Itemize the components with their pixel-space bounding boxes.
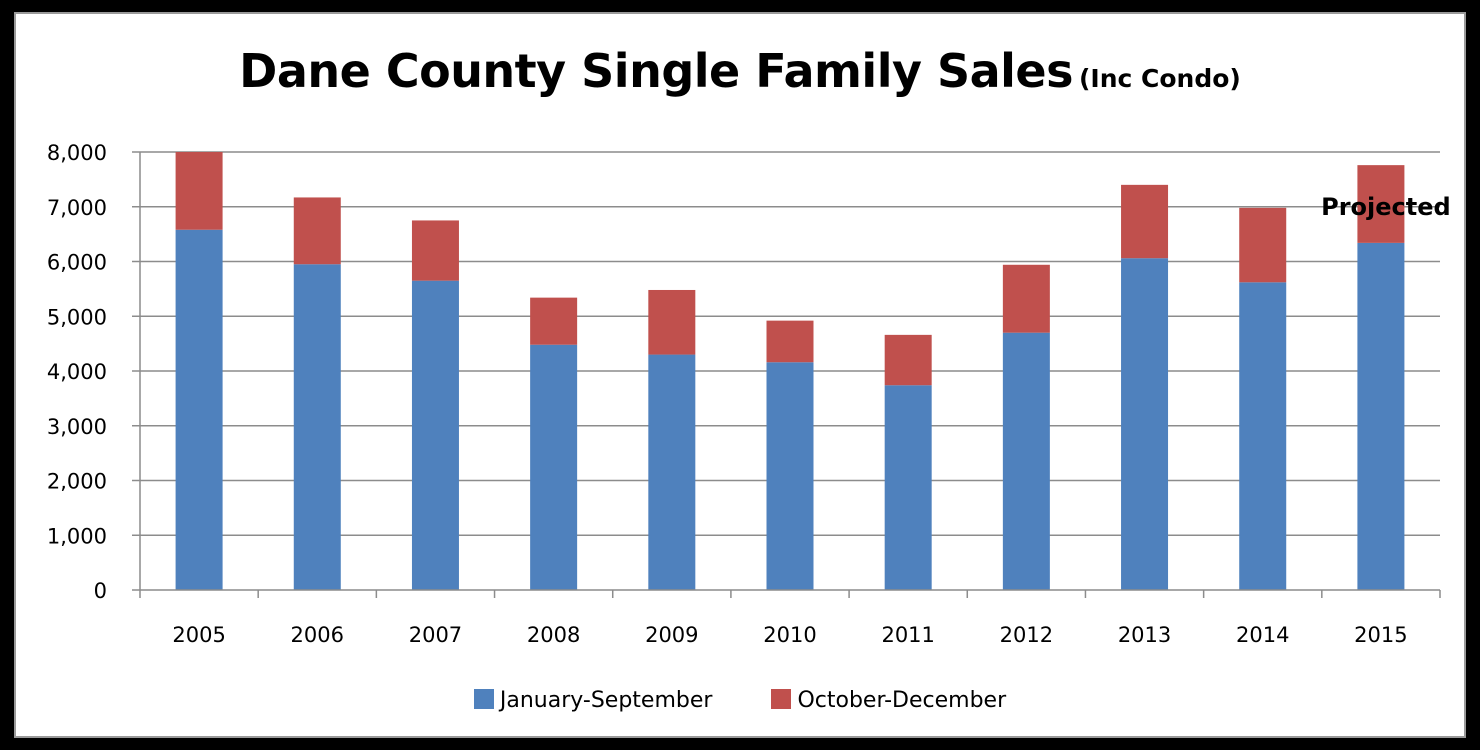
bar-segment-oct-dec [884, 334, 932, 386]
legend-swatch-jan-sep [473, 689, 494, 709]
bar-segment-jan-sep [884, 385, 932, 590]
bar-segment-jan-sep [648, 354, 696, 590]
x-tick-label: 2009 [645, 623, 698, 647]
y-tick-label: 4,000 [47, 360, 107, 384]
bar-segment-jan-sep [175, 229, 223, 590]
chart-frame [14, 12, 1466, 738]
x-tick-label: 2007 [409, 623, 462, 647]
y-tick-label: 3,000 [47, 415, 107, 439]
x-tick-label: 2010 [763, 623, 816, 647]
legend: January-September October-December [0, 688, 1480, 713]
annotations: Projected [1321, 193, 1451, 221]
x-tick-label: 2013 [1118, 623, 1171, 647]
x-tick-label: 2008 [527, 623, 580, 647]
bar-segment-oct-dec [766, 320, 814, 363]
annotation-label: Projected [1321, 193, 1451, 221]
x-tick-label: 2005 [172, 623, 225, 647]
bar-segment-jan-sep [411, 280, 459, 590]
x-tick-label: 2006 [291, 623, 344, 647]
bar-segment-oct-dec [1357, 165, 1405, 243]
y-tick-label: 6,000 [47, 251, 107, 275]
y-tick-label: 1,000 [47, 524, 107, 548]
bar-segment-jan-sep [1239, 282, 1287, 590]
y-tick-label: 5,000 [47, 305, 107, 329]
y-tick-label: 8,000 [47, 141, 107, 165]
bar-segment-oct-dec [411, 220, 459, 281]
bars [175, 152, 1405, 590]
bar-segment-jan-sep [1002, 332, 1050, 590]
x-axis-ticks: 2005 2006 2007 2008 2009 2010 2011 2012 2013 2014… [139, 590, 1441, 647]
bar-segment-jan-sep [766, 362, 814, 590]
bar-segment-jan-sep [530, 344, 578, 590]
bar-segment-jan-sep [1121, 258, 1169, 590]
legend-item-jan-sep: January-September [473, 688, 713, 713]
x-tick-label: 2015 [1354, 623, 1407, 647]
x-tick-label: 2011 [881, 623, 934, 647]
bar-segment-jan-sep [293, 264, 341, 590]
chart-title: Dane County Single Family Sales [239, 44, 1073, 98]
bar-segment-oct-dec [530, 297, 578, 345]
legend-swatch-oct-dec [771, 689, 792, 709]
bar-segment-jan-sep [1357, 242, 1405, 590]
x-tick-label: 2014 [1236, 623, 1289, 647]
bar-segment-oct-dec [648, 289, 696, 355]
chart-title-block: Dane County Single Family Sales (Inc Cond… [0, 44, 1480, 98]
bar-segment-oct-dec [293, 197, 341, 265]
bar-segment-oct-dec [1002, 264, 1050, 333]
y-tick-label: 0 [94, 579, 107, 603]
bar-segment-oct-dec [1239, 207, 1287, 283]
legend-label-oct-dec: October-December [797, 688, 1007, 713]
bar-segment-oct-dec [1121, 184, 1169, 259]
x-tick-label: 2012 [1000, 623, 1053, 647]
bar-segment-oct-dec [175, 152, 223, 230]
legend-label-jan-sep: January-September [499, 688, 713, 713]
legend-item-oct-dec: October-December [771, 688, 1006, 713]
y-tick-label: 7,000 [47, 196, 107, 220]
y-tick-label: 2,000 [47, 470, 107, 494]
chart-subtitle: (Inc Condo) [1078, 64, 1241, 93]
y-axis-ticks: 0 1,000 2,000 3,000 4,000 5,000 6,000 7,000 8,00… [47, 141, 140, 603]
